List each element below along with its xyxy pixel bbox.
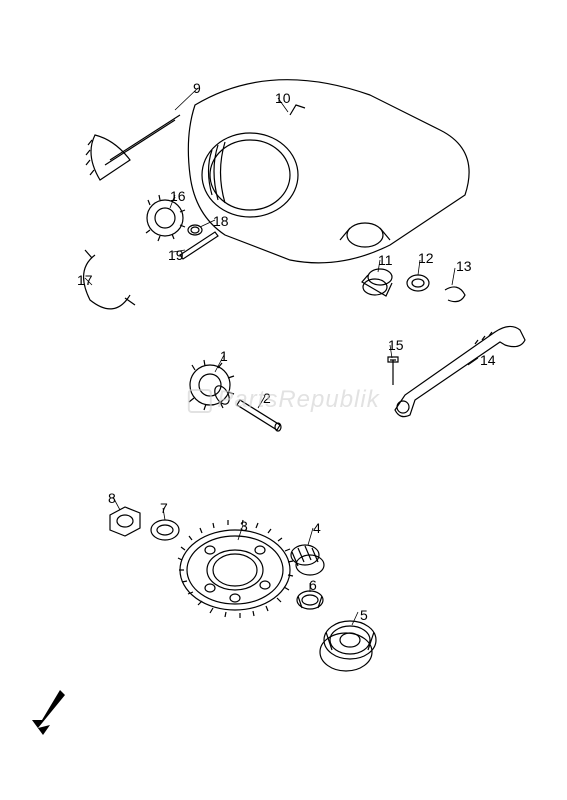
part-label-7: 7 [160,500,168,516]
part-label-15: 15 [388,337,404,353]
direction-arrow [32,690,65,735]
part-label-5: 5 [360,607,368,623]
part-label-3: 3 [240,518,248,534]
part-label-18: 18 [213,213,229,229]
exploded-diagram: 1 2 3 4 5 6 7 8 9 10 11 12 13 14 15 16 1… [0,0,567,800]
part-label-13: 13 [456,258,472,274]
part-label-12: 12 [418,250,434,266]
part-label-2: 2 [263,390,271,406]
part-label-8: 8 [108,490,116,506]
part-label-9: 9 [193,80,201,96]
part-label-1: 1 [220,348,228,364]
part-label-4: 4 [313,520,321,536]
part-label-16: 16 [170,188,186,204]
part-label-6: 6 [309,577,317,593]
part-label-19: 19 [168,247,184,263]
part-label-14: 14 [480,352,496,368]
parts-drawing [0,0,567,800]
part-label-11: 11 [378,252,393,268]
part-label-10: 10 [275,90,291,106]
part-label-17: 17 [77,272,93,288]
